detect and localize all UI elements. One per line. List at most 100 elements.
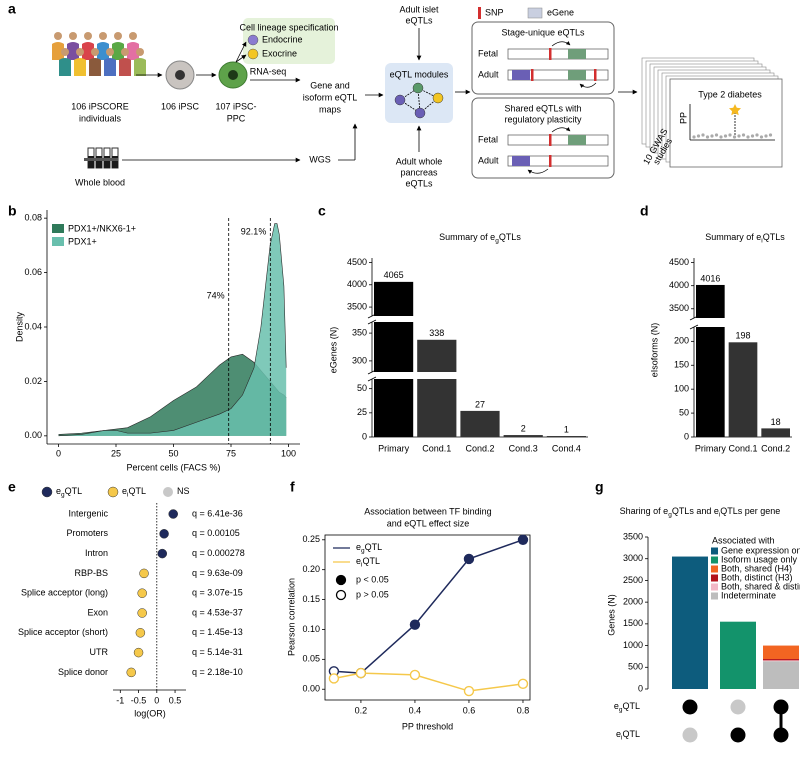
arrow [235,41,247,63]
bar-segment [672,556,708,689]
x-axis-label: log(OR) [134,708,166,718]
legend-label-part: e [122,486,127,496]
person-body [74,58,86,76]
category-label: Intergenic [68,508,108,518]
y-tick-label: 2500 [623,575,643,585]
y-tick-label: 2000 [623,597,643,607]
y-tick-label: 25 [357,407,367,417]
wgs-label: WGS [309,154,331,164]
x-tick-label: 75 [226,448,236,458]
y-tick-label: 300 [352,355,367,365]
donor-label: 106 iPSCORE [71,101,129,111]
dot [133,647,144,658]
legend-label: p < 0.05 [356,574,389,584]
legend-label-part: e [56,486,61,496]
chart-title-part: Sharing of e [620,506,669,516]
category-label: RBP-BS [74,568,108,578]
person-head [54,32,62,40]
legend-label: Both, shared & distinct (H3,H4) [721,581,800,591]
blood [88,156,94,168]
bar-segment [763,645,799,660]
dot [139,568,149,579]
y-tick-label: 0 [362,431,367,441]
box-title: regulatory plasticity [504,114,582,124]
legend-label: eiQTL [356,556,380,568]
chart-title-part: QTLs [763,232,786,242]
bar-value-label: 338 [429,328,444,338]
gwas-point [759,135,764,139]
panel-label: d [640,203,649,219]
y-tick-label: 0 [684,431,689,441]
set-dot [730,699,746,715]
track-gene [568,49,586,59]
box-title: Shared eQTLs with [504,103,581,113]
point [463,685,475,697]
track-label: Adult [478,155,499,165]
chart-title-part: Summary of e [439,232,495,242]
set-dot [682,727,698,743]
network-node [412,82,424,94]
y-tick-label: 0.08 [24,213,42,223]
x-tick-label: 0.6 [463,705,476,715]
bar-value-label: 4016 [700,273,720,283]
nucleus [228,70,238,80]
person-body [134,58,146,76]
x-tick-label: 0 [154,695,159,705]
legend-swatch [711,547,718,555]
point [409,669,421,681]
legend-label-part: e [356,556,361,566]
y-tick-label: 4500 [347,257,367,267]
chart-title: Sharing of egQTLs and eiQTLs per gene [620,506,781,518]
set-label-part: i [621,734,622,741]
y-tick-label: 4500 [669,257,689,267]
dot [157,548,168,559]
bar [503,435,543,437]
y-tick-label: 3500 [347,301,367,311]
y-tick-label: 1000 [623,640,643,650]
set-label-part: QTL [622,701,640,711]
category-label: Promoters [66,528,108,538]
y-tick-label: 0.25 [302,534,320,544]
x-tick-label: Primary [695,443,726,453]
person-body [89,58,101,76]
y-tick-label: 3500 [669,303,689,313]
dot [168,509,178,519]
blood [104,156,110,168]
x-tick-label: Cond.1 [422,443,451,453]
bar [374,281,414,316]
legend-label-part: QTL [362,556,380,566]
chart-title-part: g [495,237,499,244]
dot [126,667,136,678]
ppc-label: 107 iPSC- [215,101,256,111]
gwas-point [714,133,719,137]
gwas-point [732,135,737,139]
y-axis-label: eIsoforms (N) [649,323,659,378]
person-head [121,48,129,56]
pancreas-label: eQTLs [405,178,433,188]
y-tick-label: 500 [628,662,643,672]
track [507,48,609,60]
y-axis-label: eGenes (N) [328,327,338,374]
egene-label: eGene [547,7,574,17]
gwas-point [719,135,723,139]
set-dot [682,699,698,715]
dot [137,608,147,618]
person-head [84,32,92,40]
x-axis-label: PP threshold [402,721,453,731]
track-snp [549,155,552,167]
q-label: q = 9.63e-09 [192,568,243,578]
bar-value-label: 18 [771,417,781,427]
legend-label-part: NS [177,486,190,496]
gwas-front [669,78,783,168]
legend-dot [107,486,119,498]
legend-dot [41,486,53,498]
x-axis-label: Percent cells (FACS %) [126,462,220,472]
y-tick-label: 0.02 [24,376,42,386]
y-tick-label: 0.05 [302,654,320,664]
box-title: Stage-unique eQTLs [501,27,585,37]
person-body [97,42,109,60]
category-label: Intron [85,548,108,558]
track-snp [549,134,552,146]
bar-segment [763,659,799,661]
track-label: Fetal [478,48,498,58]
